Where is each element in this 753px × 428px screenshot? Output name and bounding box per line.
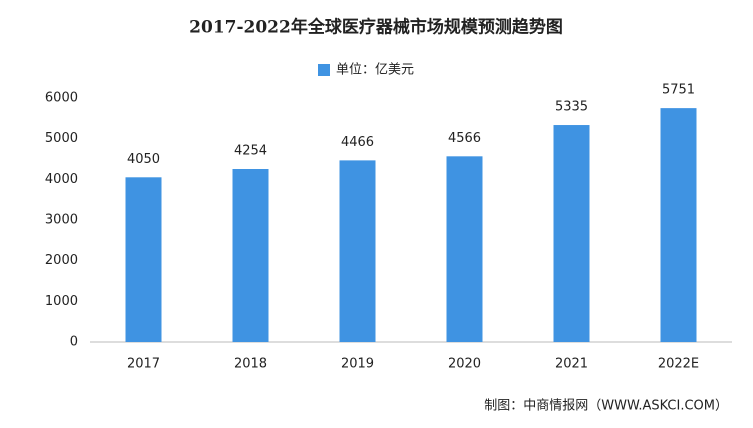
data-label: 5335 <box>555 100 588 115</box>
data-label: 4466 <box>341 135 374 150</box>
x-tick-label: 2019 <box>341 357 374 372</box>
x-tick-label: 2022E <box>658 357 699 372</box>
x-tick-label: 2018 <box>234 357 267 372</box>
y-tick-label: 0 <box>70 335 78 350</box>
chart-title: 2017-2022年全球医疗器械市场规模预测趋势图 <box>189 17 563 38</box>
y-tick-label: 6000 <box>45 91 78 106</box>
y-tick-label: 2000 <box>45 253 78 268</box>
y-tick-label: 5000 <box>45 131 78 146</box>
y-tick-label: 3000 <box>45 213 78 228</box>
bar <box>553 125 590 342</box>
bar <box>446 156 483 342</box>
x-tick-label: 2020 <box>448 357 481 372</box>
source-note: 制图：中商情报网（WWW.ASKCI.COM） <box>484 399 728 414</box>
data-label: 4566 <box>448 131 481 146</box>
data-label: 5751 <box>662 83 695 98</box>
legend-swatch <box>318 64 330 76</box>
bar <box>232 169 269 342</box>
bar <box>125 177 162 342</box>
legend-label: 单位：亿美元 <box>336 63 414 78</box>
x-tick-label: 2021 <box>555 357 588 372</box>
y-tick-label: 4000 <box>45 172 78 187</box>
bar <box>660 108 697 342</box>
bar <box>339 160 376 342</box>
x-tick-label: 2017 <box>127 357 160 372</box>
y-tick-label: 1000 <box>45 294 78 309</box>
data-label: 4050 <box>127 152 160 167</box>
data-label: 4254 <box>234 144 267 159</box>
